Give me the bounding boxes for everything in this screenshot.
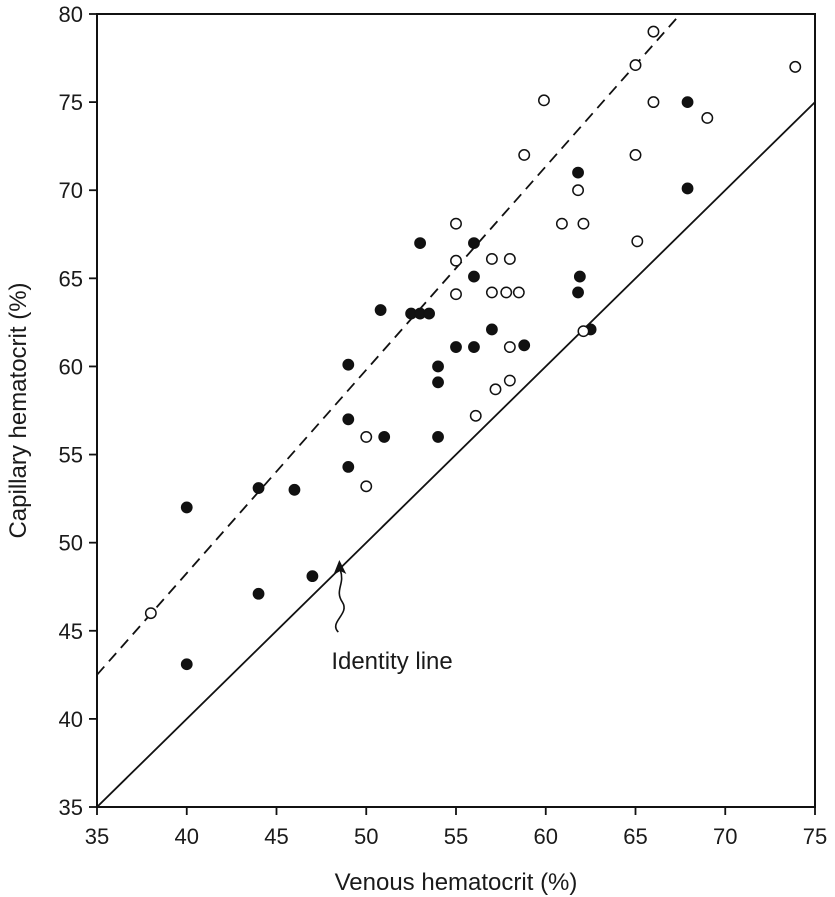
identity-line-arrow bbox=[335, 569, 345, 633]
annotations: Identity line bbox=[331, 560, 453, 675]
data-point-open bbox=[485, 286, 498, 299]
data-point-open bbox=[450, 217, 462, 230]
data-point-open bbox=[360, 480, 373, 493]
y-tick-label: 70 bbox=[59, 178, 83, 203]
data-point-open bbox=[500, 286, 513, 299]
data-point-filled bbox=[572, 166, 584, 179]
y-tick-label: 65 bbox=[59, 266, 83, 291]
data-point-open bbox=[450, 254, 462, 267]
reference-lines bbox=[97, 14, 815, 807]
data-point-filled bbox=[342, 413, 355, 426]
data-point-open bbox=[144, 607, 157, 620]
identity-line-label: Identity line bbox=[331, 648, 452, 675]
data-point-open bbox=[629, 59, 642, 72]
x-tick-label: 60 bbox=[534, 824, 558, 849]
data-point-filled bbox=[378, 431, 391, 443]
data-point-open bbox=[450, 288, 462, 301]
data-point-filled bbox=[573, 270, 586, 283]
y-tick-label: 60 bbox=[59, 354, 83, 379]
identity-line bbox=[97, 101, 815, 807]
x-tick-label: 75 bbox=[803, 824, 827, 849]
data-point-open bbox=[555, 217, 568, 230]
data-point-open bbox=[647, 25, 660, 38]
y-tick-label: 80 bbox=[59, 2, 83, 27]
data-point-open bbox=[360, 430, 373, 443]
data-point-filled bbox=[288, 483, 301, 496]
data-point-filled bbox=[681, 182, 694, 195]
data-point-open bbox=[503, 341, 516, 354]
data-point-filled bbox=[342, 460, 355, 473]
x-tick-label: 70 bbox=[713, 824, 737, 849]
data-point-filled bbox=[423, 307, 435, 320]
y-tick-label: 40 bbox=[59, 707, 83, 732]
data-point-open bbox=[789, 60, 802, 73]
x-tick-label: 45 bbox=[264, 824, 288, 849]
y-axis-title: Capillary hematocrit (%) bbox=[5, 282, 32, 538]
data-point-open bbox=[512, 286, 525, 299]
data-point-filled bbox=[180, 658, 193, 671]
data-point-open bbox=[503, 252, 516, 265]
y-tick-label: 55 bbox=[59, 443, 83, 468]
plot-frame bbox=[96, 13, 816, 808]
data-point-filled bbox=[450, 341, 462, 353]
data-points bbox=[144, 25, 802, 671]
x-tick-label: 35 bbox=[85, 824, 109, 849]
data-point-open bbox=[572, 184, 585, 197]
data-point-filled bbox=[252, 587, 265, 600]
data-point-open bbox=[518, 149, 531, 161]
x-tick-label: 50 bbox=[354, 824, 378, 849]
data-point-open bbox=[538, 94, 550, 107]
data-point-filled bbox=[572, 286, 584, 299]
data-point-filled bbox=[518, 339, 531, 352]
x-tick-label: 40 bbox=[175, 824, 199, 849]
data-point-filled bbox=[432, 376, 444, 389]
data-point-filled bbox=[180, 501, 193, 514]
data-point-filled bbox=[252, 482, 265, 494]
x-axis-title: Venous hematocrit (%) bbox=[335, 869, 578, 896]
data-point-filled bbox=[468, 341, 480, 353]
data-point-open bbox=[577, 325, 590, 338]
data-point-open bbox=[647, 96, 660, 109]
data-point-filled bbox=[432, 431, 444, 443]
x-tick-label: 65 bbox=[623, 824, 647, 849]
data-point-filled bbox=[486, 323, 498, 336]
data-point-filled bbox=[468, 237, 480, 249]
data-point-filled bbox=[306, 570, 319, 583]
data-point-open bbox=[629, 149, 642, 161]
data-point-open bbox=[631, 235, 644, 248]
data-point-filled bbox=[681, 96, 694, 109]
x-tick-label: 55 bbox=[444, 824, 468, 849]
data-point-filled bbox=[414, 237, 427, 249]
data-point-open bbox=[503, 374, 516, 387]
data-point-filled bbox=[342, 358, 355, 371]
y-tick-label: 45 bbox=[59, 619, 83, 644]
y-tick-label: 35 bbox=[59, 795, 83, 820]
dashed-fit-line bbox=[97, 14, 682, 676]
y-tick-label: 50 bbox=[59, 531, 83, 556]
axis-ticks: 35 40 45 50 55 60 65 70 75 35 40 45 50 55 60 65 70 75 80 bbox=[59, 2, 828, 849]
data-point-open bbox=[489, 383, 502, 396]
data-point-open bbox=[577, 217, 590, 230]
data-point-open bbox=[469, 409, 482, 422]
data-point-open bbox=[701, 112, 714, 124]
data-point-filled bbox=[468, 270, 480, 283]
data-point-filled bbox=[432, 360, 444, 373]
data-point-open bbox=[485, 252, 498, 265]
identity-line-arrowhead bbox=[333, 560, 347, 576]
y-tick-label: 75 bbox=[59, 90, 83, 115]
data-point-filled bbox=[374, 304, 387, 316]
